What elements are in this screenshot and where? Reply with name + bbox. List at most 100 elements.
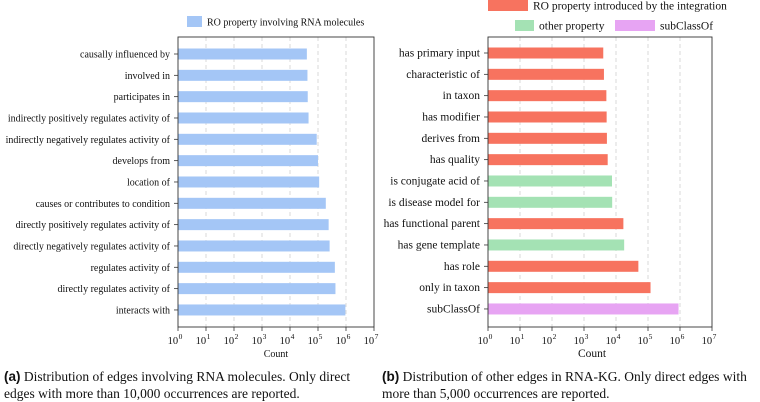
category-label: characteristic of <box>406 69 480 81</box>
bar <box>178 91 308 103</box>
category-label: causes or contributes to condition <box>36 199 170 210</box>
bar <box>488 282 651 294</box>
category-label: location of <box>127 177 171 188</box>
bar <box>488 47 604 59</box>
x-tick-label: 100 <box>168 332 183 347</box>
legend-label: RO property involving RNA molecules <box>207 18 364 29</box>
x-tick-label: 100 <box>478 332 493 347</box>
bar <box>178 304 346 316</box>
x-tick-label: 107 <box>364 332 379 347</box>
category-label: directly regulates activity of <box>58 284 171 295</box>
bar <box>178 219 329 231</box>
caption-a: (a) Distribution of edges involving RNA … <box>4 368 360 402</box>
bar <box>178 283 336 295</box>
category-label: has quality <box>430 154 480 166</box>
category-label: derives from <box>422 133 480 145</box>
x-tick-exponent: 7 <box>713 332 717 341</box>
bar <box>488 239 625 251</box>
chart-panel-a: causally influenced by involved in partici… <box>6 16 379 360</box>
category-label: causally influenced by <box>80 50 170 61</box>
x-tick-exponent: 5 <box>319 332 323 341</box>
plot-frame <box>177 36 375 328</box>
bar <box>488 111 607 123</box>
bar <box>488 196 613 208</box>
category-label: develops from <box>113 156 171 167</box>
bar <box>488 154 608 166</box>
category-label: is conjugate acid of <box>390 175 480 187</box>
bar <box>178 176 320 188</box>
bar <box>178 69 308 81</box>
x-tick-exponent: 4 <box>291 332 295 341</box>
legend-swatch <box>515 20 534 31</box>
category-label: involved in <box>125 71 170 82</box>
legend-label: other property <box>539 21 605 33</box>
x-tick-label: 104 <box>606 332 621 347</box>
x-tick-exponent: 6 <box>347 332 351 341</box>
x-tick-label: 106 <box>670 332 685 347</box>
bar <box>178 112 309 124</box>
x-tick-label: 103 <box>574 332 589 347</box>
x-tick-exponent: 5 <box>649 332 653 341</box>
bar <box>178 240 330 252</box>
bar <box>488 303 679 315</box>
category-label: subClassOf <box>427 303 480 315</box>
category-label: interacts with <box>116 305 170 316</box>
caption-b: (b) Distribution of other edges in RNA-K… <box>382 368 758 402</box>
x-tick-exponent: 2 <box>235 332 239 341</box>
x-tick-exponent: 7 <box>375 332 379 341</box>
x-tick-label: 104 <box>280 332 295 347</box>
caption-b-text: Distribution of other edges in RNA-KG. O… <box>382 369 747 401</box>
caption-a-label: (a) <box>4 369 21 384</box>
legend-swatch <box>488 0 528 11</box>
x-tick-exponent: 4 <box>617 332 621 341</box>
category-label: indirectly negatively regulates activity… <box>6 135 171 146</box>
category-label: has role <box>444 261 480 273</box>
bar <box>488 68 604 80</box>
category-label: only in taxon <box>419 282 480 294</box>
plot-frame <box>487 36 713 328</box>
x-tick-label: 107 <box>702 332 717 347</box>
x-tick-exponent: 0 <box>489 332 493 341</box>
x-tick-exponent: 3 <box>585 332 589 341</box>
x-tick-label: 102 <box>542 332 557 347</box>
legend-swatch <box>615 20 655 31</box>
category-label: directly negatively regulates activity o… <box>13 241 170 252</box>
chart-panel-b: has primary input characteristic of in tax… <box>384 0 727 360</box>
bar <box>488 90 607 102</box>
bar <box>488 132 607 144</box>
bar <box>178 133 317 145</box>
bar <box>488 175 613 187</box>
category-label: has primary input <box>399 48 481 60</box>
legend-label: subClassOf <box>660 21 713 33</box>
category-label: regulates activity of <box>91 263 171 274</box>
x-tick-label: 102 <box>224 332 239 347</box>
chart-a: causally influenced by involved in partici… <box>6 0 727 360</box>
x-tick-label: 106 <box>336 332 351 347</box>
x-tick-label: 103 <box>252 332 267 347</box>
x-tick-label: 105 <box>308 332 323 347</box>
x-tick-label: 101 <box>510 332 525 347</box>
caption-b-label: (b) <box>382 369 400 384</box>
x-tick-exponent: 1 <box>207 332 211 341</box>
category-label: directly positively regulates activity o… <box>16 220 171 231</box>
bar <box>178 48 307 60</box>
x-tick-exponent: 3 <box>263 332 267 341</box>
x-axis-label: Count <box>578 348 607 360</box>
legend-swatch <box>187 16 202 27</box>
category-label: has functional parent <box>384 218 481 230</box>
x-tick-label: 105 <box>638 332 653 347</box>
bar <box>178 197 326 209</box>
caption-a-text: Distribution of edges involving RNA mole… <box>4 369 351 401</box>
legend-label: RO property introduced by the integratio… <box>533 1 727 13</box>
category-label: in taxon <box>443 90 481 102</box>
category-label: participates in <box>114 92 170 103</box>
x-tick-exponent: 1 <box>521 332 525 341</box>
x-axis-label: Count <box>264 349 289 360</box>
bar <box>488 218 624 230</box>
category-label: has modifier <box>422 111 480 123</box>
x-tick-exponent: 6 <box>681 332 685 341</box>
x-tick-exponent: 2 <box>553 332 557 341</box>
category-label: indirectly positively regulates activity… <box>8 113 171 124</box>
x-tick-exponent: 0 <box>179 332 183 341</box>
bar <box>178 261 335 273</box>
